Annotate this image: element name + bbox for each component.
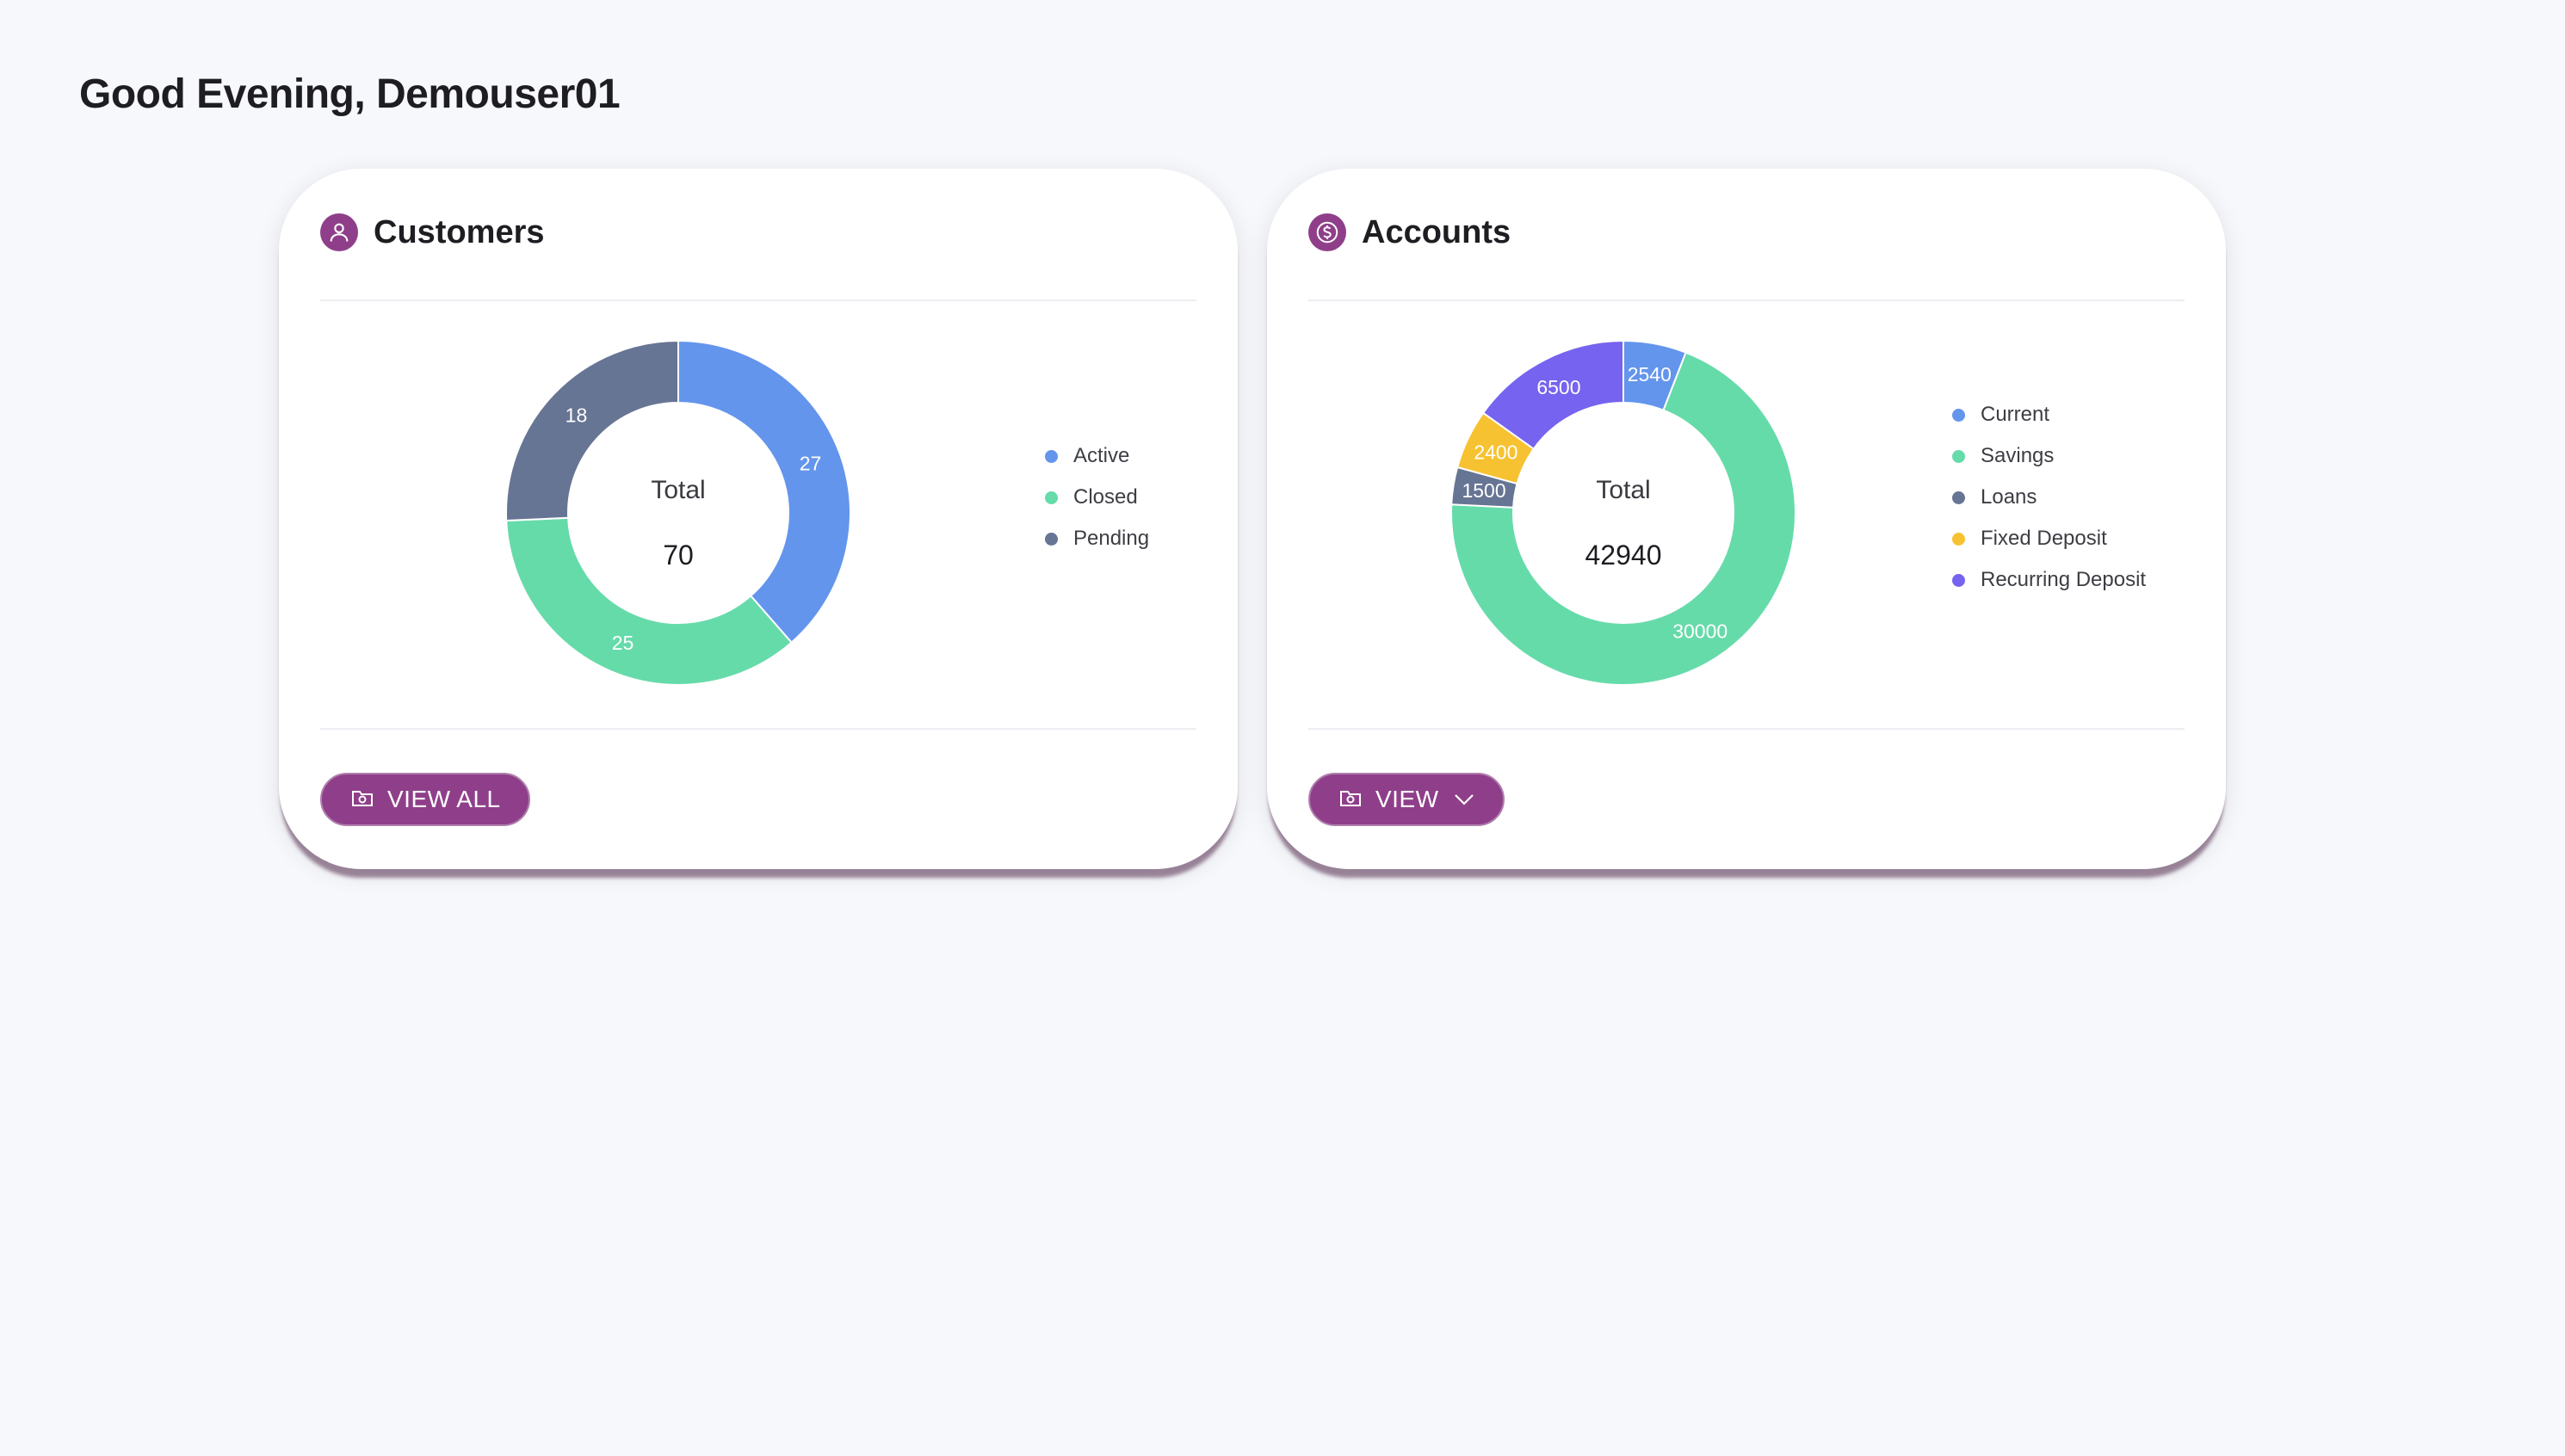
customers-total-label: Total [651,476,705,504]
donut-value-label: 18 [566,404,588,427]
legend-dot [1952,408,1965,422]
legend-dot [1045,490,1058,504]
customers-total-value: 70 [663,540,694,571]
customers-chart-svg: 27 25 18 Total 70 [505,339,851,686]
donut-value-label: 2540 [1628,363,1672,386]
legend-dot [1952,449,1965,463]
divider [1308,299,2185,301]
legend-dot [1045,532,1058,546]
legend-label: Current [1981,403,2050,426]
legend-item-active[interactable]: Active [1045,435,1149,477]
donut-value-label: 30000 [1672,620,1728,643]
accounts-card: Accounts 2540 30000 1500 2400 6500 Total 429… [1267,169,2226,869]
folder-icon [351,786,374,813]
legend-label: Fixed Deposit [1981,527,2107,550]
legend-item-current[interactable]: Current [1952,394,2146,435]
customers-title: Customers [374,213,545,250]
accounts-title: Accounts [1362,213,1511,250]
accounts-legend: Current Savings Loans Fixed Deposit Recurrin… [1952,394,2146,601]
divider [320,728,1196,730]
donut-value-label: 27 [800,452,822,474]
legend-dot [1952,532,1965,546]
accounts-total-label: Total [1596,476,1650,504]
legend-label: Recurring Deposit [1981,568,2147,591]
legend-label: Pending [1073,527,1150,550]
legend-item-pending[interactable]: Pending [1045,518,1149,559]
accounts-chart-svg: 2540 30000 1500 2400 6500 Total 42940 [1450,339,1796,686]
legend-label: Loans [1981,485,2037,509]
legend-item-loans[interactable]: Loans [1952,477,2146,518]
view-all-label: VIEW ALL [387,786,501,812]
customers-legend: Active Closed Pending [1045,435,1149,559]
folder-icon [1339,786,1362,813]
customers-donut-chart: 27 25 18 Total 70 [505,339,851,686]
donut-slice-closed[interactable] [505,516,793,686]
legend-dot [1952,573,1965,587]
donut-slice-pending[interactable] [505,339,679,522]
view-dropdown-button[interactable]: VIEW [1308,773,1505,826]
donut-slice-savings[interactable] [1450,351,1796,686]
accounts-card-header: Accounts [1308,213,1511,251]
divider [320,299,1196,301]
dollar-icon [1308,213,1346,251]
donut-slice-recurring-deposit[interactable] [1481,339,1624,451]
accounts-donut-chart: 2540 30000 1500 2400 6500 Total 42940 [1450,339,1796,686]
customers-card-header: Customers [320,213,545,251]
view-all-button[interactable]: VIEW ALL [320,773,530,826]
legend-label: Closed [1073,485,1138,509]
user-icon [320,213,358,251]
legend-label: Active [1073,444,1130,467]
donut-slice-active[interactable] [677,339,851,645]
legend-label: Savings [1981,444,2055,467]
greeting-heading: Good Evening, Demouser01 [79,71,621,117]
legend-item-recurring-deposit[interactable]: Recurring Deposit [1952,559,2146,601]
donut-value-label: 25 [612,632,634,654]
legend-item-savings[interactable]: Savings [1952,435,2146,477]
donut-value-label: 1500 [1462,479,1505,502]
legend-dot [1952,490,1965,504]
legend-item-closed[interactable]: Closed [1045,477,1149,518]
chevron-down-icon [1453,786,1475,813]
customers-card: Customers 27 25 18 Total 70 Active Closed Pe… [279,169,1238,869]
donut-value-label: 2400 [1474,441,1517,464]
donut-value-label: 6500 [1536,376,1580,398]
legend-item-fixed-deposit[interactable]: Fixed Deposit [1952,518,2146,559]
legend-dot [1045,449,1058,463]
view-label: VIEW [1375,786,1439,812]
divider [1308,728,2185,730]
accounts-total-value: 42940 [1585,540,1662,571]
